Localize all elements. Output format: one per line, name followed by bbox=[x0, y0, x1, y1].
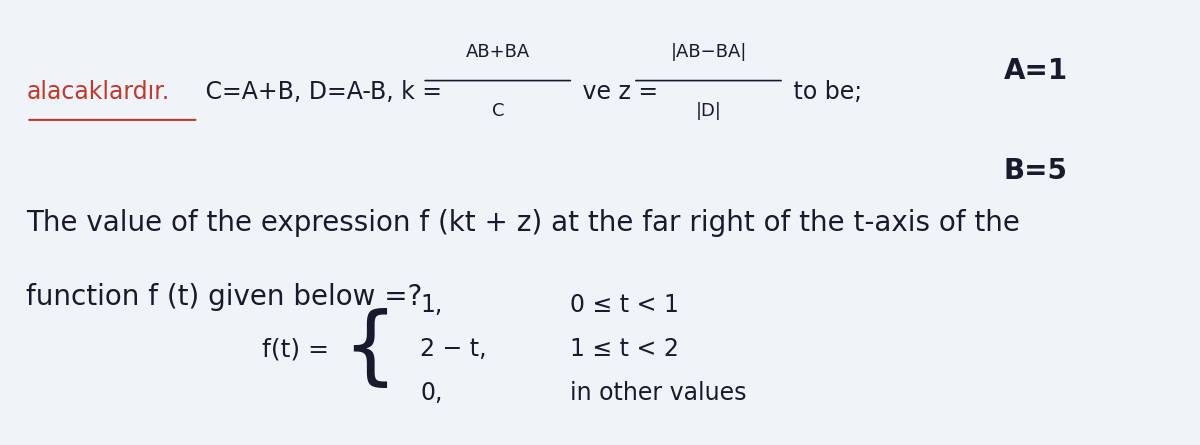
Text: ve z =: ve z = bbox=[576, 80, 666, 104]
Text: in other values: in other values bbox=[570, 381, 746, 405]
Text: f(t) =: f(t) = bbox=[262, 337, 337, 361]
Text: The value of the expression f (kt + z) at the far right of the t-axis of the: The value of the expression f (kt + z) a… bbox=[26, 209, 1020, 236]
Text: A=1: A=1 bbox=[1003, 57, 1068, 85]
Text: |D|: |D| bbox=[696, 102, 721, 120]
Text: 2 − t,: 2 − t, bbox=[420, 337, 487, 361]
Text: function f (t) given below =?: function f (t) given below =? bbox=[26, 283, 422, 311]
Text: 1 ≤ t < 2: 1 ≤ t < 2 bbox=[570, 337, 679, 361]
Text: AB+BA: AB+BA bbox=[466, 43, 530, 61]
Text: 0 ≤ t < 1: 0 ≤ t < 1 bbox=[570, 293, 679, 317]
Text: C=A+B, D=A-B, k =: C=A+B, D=A-B, k = bbox=[198, 80, 450, 104]
Text: alacaklardır.: alacaklardır. bbox=[26, 80, 169, 104]
Text: 0,: 0, bbox=[420, 381, 443, 405]
Text: 1,: 1, bbox=[420, 293, 443, 317]
Text: C: C bbox=[492, 102, 504, 120]
Text: {: { bbox=[342, 307, 397, 391]
Text: |AB−BA|: |AB−BA| bbox=[671, 43, 746, 61]
Text: B=5: B=5 bbox=[1003, 157, 1068, 185]
Text: to be;: to be; bbox=[786, 80, 863, 104]
